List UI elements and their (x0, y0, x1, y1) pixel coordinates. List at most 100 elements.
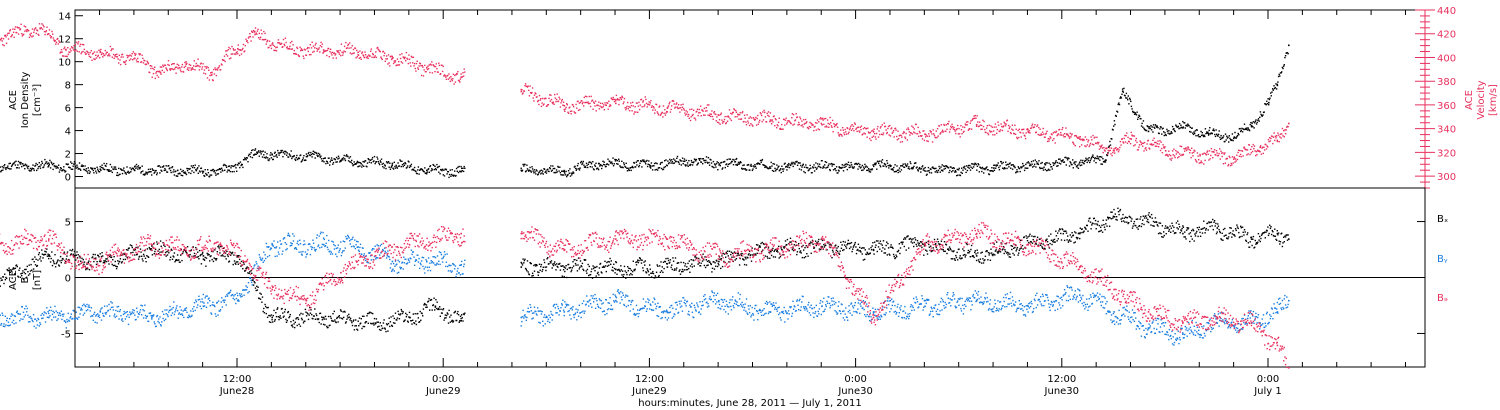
data-point (265, 156, 267, 158)
data-point (720, 113, 722, 116)
data-point (356, 329, 359, 331)
data-point (784, 162, 786, 164)
data-point (1229, 156, 1231, 159)
data-point (254, 282, 256, 284)
data-point (168, 64, 170, 67)
data-point-anchor (1276, 84, 1279, 87)
data-point (414, 313, 416, 315)
data-point (1210, 154, 1212, 157)
data-point (166, 69, 168, 72)
data-point (747, 163, 750, 166)
data-point (973, 164, 975, 166)
data-point (842, 127, 844, 129)
data-point (421, 64, 423, 67)
data-point (408, 166, 411, 169)
data-point (605, 265, 607, 267)
data-point (377, 321, 379, 323)
data-point (829, 169, 831, 172)
data-point (958, 127, 960, 130)
data-point (369, 311, 371, 314)
data-point (265, 43, 267, 45)
data-point (1054, 162, 1056, 165)
data-point (620, 166, 622, 169)
data-point-anchor (1199, 154, 1201, 157)
data-point (150, 67, 152, 70)
data-point (547, 104, 550, 106)
data-point (691, 114, 694, 117)
data-point (307, 318, 310, 321)
data-point (837, 132, 839, 134)
data-point (327, 162, 329, 164)
data-point (756, 117, 758, 120)
data-point (1206, 132, 1208, 134)
data-point (718, 122, 720, 124)
data-point (949, 169, 951, 172)
data-point (1218, 130, 1220, 132)
data-point (703, 114, 705, 116)
data-point (623, 163, 625, 166)
data-point (1162, 144, 1164, 146)
data-point (637, 160, 639, 162)
data-point (872, 164, 874, 166)
data-point (719, 123, 721, 125)
data-point (397, 64, 399, 66)
data-point (384, 164, 386, 166)
data-point (818, 121, 820, 123)
data-point (1145, 129, 1148, 132)
data-point (424, 64, 426, 67)
data-point (743, 120, 745, 123)
data-point (387, 54, 390, 56)
data-point (1196, 129, 1198, 131)
data-point (169, 68, 171, 70)
data-point (139, 53, 141, 55)
data-point (1253, 145, 1256, 147)
data-point (888, 165, 891, 167)
data-point (838, 170, 840, 172)
data-point (610, 260, 612, 262)
data-point (1118, 103, 1121, 106)
data-point (768, 115, 770, 118)
data-point (874, 136, 877, 138)
data-point (598, 108, 601, 110)
data-point (918, 166, 921, 169)
data-point (300, 48, 302, 50)
data-point (274, 49, 276, 52)
data-point (577, 162, 579, 165)
data-point (1032, 160, 1035, 162)
data-point (1247, 127, 1249, 129)
data-point (102, 262, 105, 264)
data-point (117, 58, 119, 60)
data-point (868, 170, 870, 173)
data-point (585, 162, 588, 164)
data-point (771, 119, 773, 121)
data-point (525, 170, 527, 172)
data-point (581, 163, 583, 166)
data-point (110, 170, 112, 172)
data-point (218, 66, 220, 69)
data-point (737, 114, 739, 116)
data-point (869, 171, 872, 173)
data-point (392, 322, 395, 324)
data-point (336, 51, 339, 53)
data-point (833, 125, 836, 128)
data-point (1124, 134, 1126, 137)
data-point (165, 67, 167, 69)
data-point-anchor (305, 155, 308, 158)
data-point (1243, 146, 1246, 148)
data-point (359, 56, 362, 59)
bottom-left-y-axis: -505 (61, 218, 1425, 340)
data-point (9, 162, 11, 164)
data-point (90, 167, 93, 169)
bottom-left-tick-label: -5 (61, 329, 71, 340)
data-point (957, 169, 960, 171)
data-point (747, 120, 749, 122)
data-point (6, 268, 8, 271)
data-point (418, 65, 420, 67)
data-point (955, 132, 957, 135)
data-point (312, 152, 314, 155)
data-point (786, 169, 788, 171)
data-point (842, 166, 844, 169)
data-point (71, 162, 73, 165)
data-point (981, 166, 984, 169)
data-point (0, 39, 2, 41)
